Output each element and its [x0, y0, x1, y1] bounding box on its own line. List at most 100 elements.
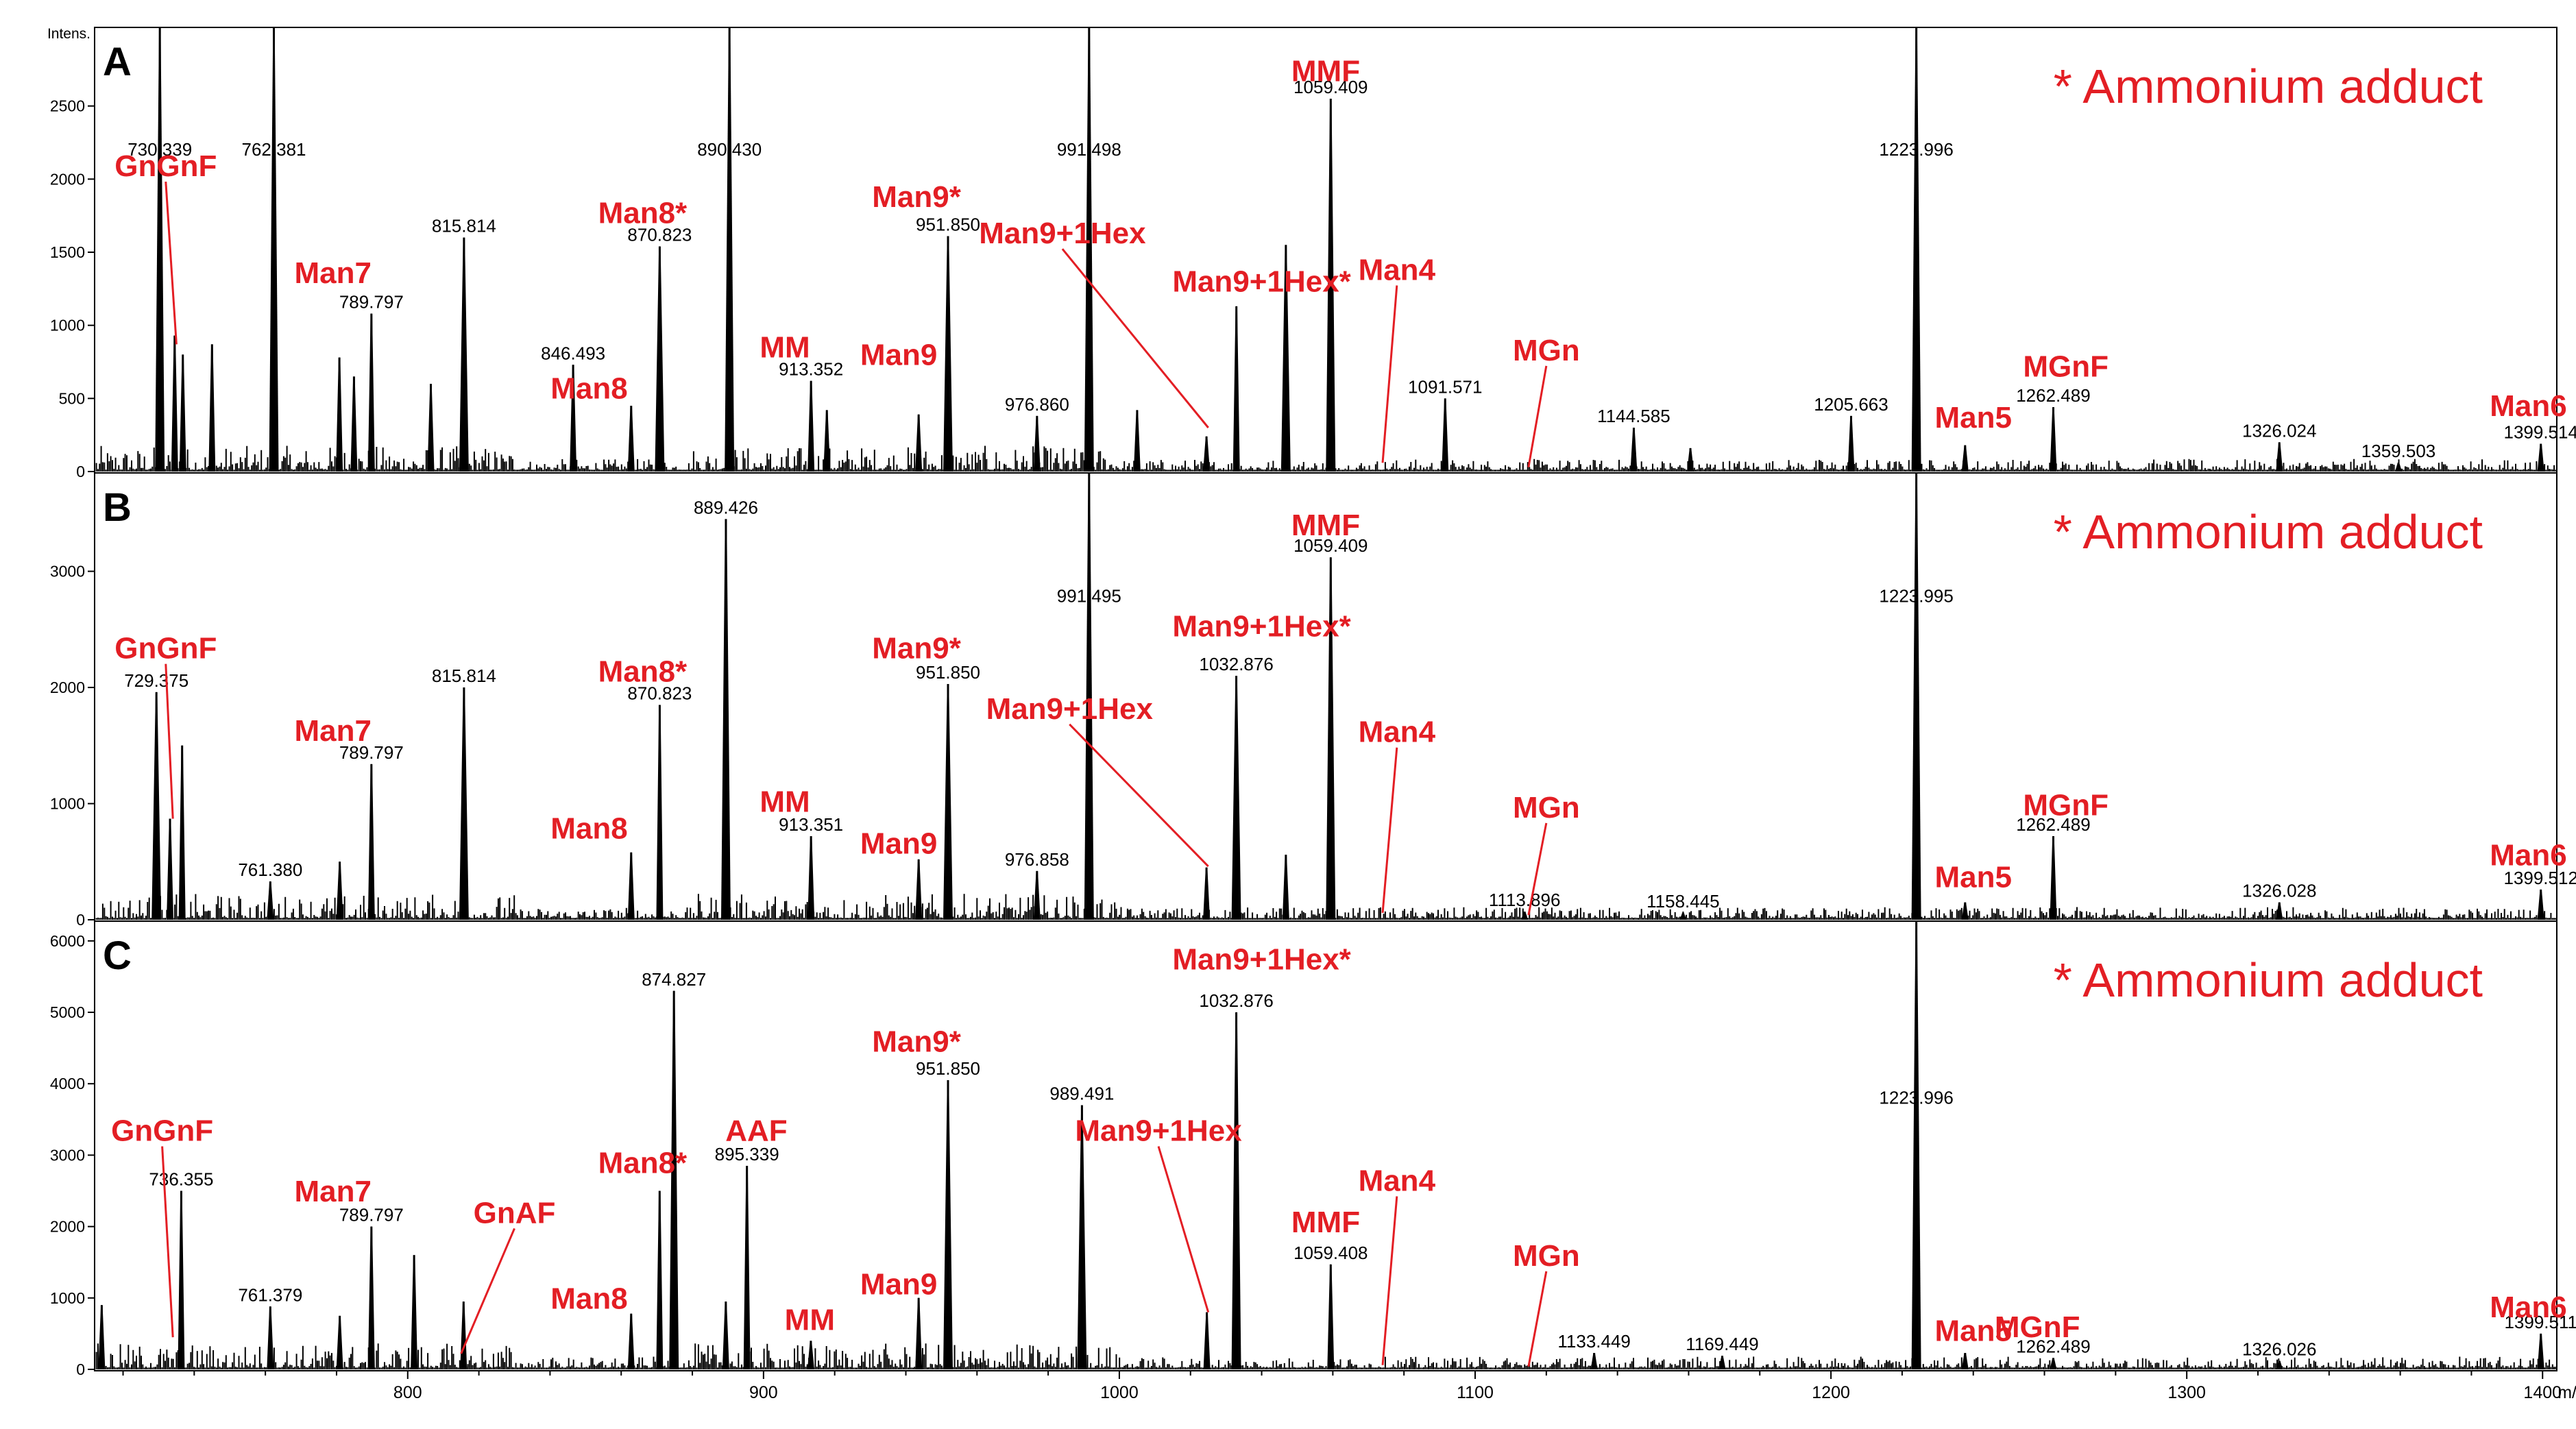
- peak-label: 815.814: [432, 216, 496, 236]
- peak-label: 989.491: [1049, 1083, 1114, 1103]
- y-tick-label: 0: [76, 911, 85, 929]
- peak-label: 991.495: [1057, 585, 1121, 606]
- ammonium-adduct-note: * Ammonium adduct: [2054, 953, 2483, 1007]
- y-tick-label: 2000: [50, 679, 85, 696]
- glycan-label: Man9+1Hex*: [1172, 609, 1351, 643]
- glycan-label: GnGnF: [111, 1114, 213, 1148]
- glycan-label: Man9+1Hex: [986, 692, 1154, 726]
- y-tick-label: 6000: [50, 932, 85, 950]
- x-tick-label: 1300: [2167, 1383, 2206, 1402]
- x-tick-label: 900: [749, 1383, 778, 1402]
- glycan-label: Man7: [295, 714, 372, 748]
- glycan-pointer: [1527, 822, 1548, 916]
- glycan-label: Man5: [1934, 401, 2011, 435]
- glycan-label: Man9: [860, 338, 937, 371]
- glycan-label: MMF: [1291, 509, 1360, 542]
- peak-label: 1399.511: [2504, 1312, 2576, 1332]
- y-tick-label: 3000: [50, 1146, 85, 1164]
- peak-label: 1091.571: [1408, 376, 1482, 397]
- peak-label: 761.379: [238, 1284, 302, 1305]
- glycan-pointer: [1381, 747, 1398, 913]
- x-axis: m/z 800 900 1000 1100 1200 1300 1400: [122, 1371, 2576, 1402]
- peak-label: 874.827: [642, 969, 706, 990]
- peak-label: 1326.024: [2242, 420, 2316, 441]
- panel-letter: A: [103, 40, 132, 84]
- y-tick-label: 2000: [50, 1218, 85, 1236]
- y-axis-label: Intens.: [47, 26, 90, 42]
- peak-label: 1326.028: [2242, 881, 2316, 901]
- x-tick-label: 1200: [1812, 1383, 1850, 1402]
- glycan-label: MGn: [1513, 791, 1580, 825]
- glycan-label: Man6: [2490, 389, 2566, 423]
- glycan-label: GnGnF: [114, 632, 217, 665]
- y-tick-label: 2000: [50, 170, 85, 188]
- y-tick-label: 0: [76, 463, 85, 480]
- peak-label: 1144.585: [1597, 406, 1670, 426]
- y-tick-label: 500: [59, 389, 85, 407]
- peak-label: 1326.026: [2242, 1339, 2316, 1359]
- glycan-pointer: [1527, 365, 1548, 467]
- glycan-label: Man8: [550, 1282, 627, 1315]
- y-tick-label: 5000: [50, 1003, 85, 1021]
- glycan-label: Man4: [1359, 254, 1436, 287]
- y-tick-label: 3000: [50, 563, 85, 581]
- peak-label: 762.381: [242, 139, 306, 160]
- glycan-pointer: [1527, 1271, 1548, 1367]
- y-tick-label: 1000: [50, 795, 85, 813]
- plot-frame: [94, 27, 2557, 1371]
- glycan-label: AAF: [725, 1114, 787, 1148]
- peak-label: 1262.489: [2016, 814, 2090, 835]
- ammonium-adduct-note: * Ammonium adduct: [2054, 60, 2483, 113]
- peak-label: 951.850: [916, 662, 980, 683]
- panels-layer: 0 500 1000 1500 2000 2500 Intens. A * Ammonium a…: [47, 26, 2576, 1378]
- spectrum-panel-A: 0 500 1000 1500 2000 2500 Intens. A * Ammonium a…: [47, 26, 2576, 480]
- glycan-pointer: [1069, 723, 1209, 868]
- glycan-label: Man6: [2490, 838, 2566, 872]
- glycan-label: Man9*: [872, 180, 961, 214]
- peak-label: 1223.996: [1879, 1087, 1953, 1108]
- glycan-label: MGnF: [2023, 788, 2109, 822]
- peak-label: 1262.489: [2016, 385, 2090, 406]
- peak-label: 976.860: [1005, 394, 1069, 415]
- glycan-label: MGnF: [2023, 350, 2109, 383]
- y-tick-label: 1000: [50, 1289, 85, 1307]
- glycan-label: Man7: [295, 256, 372, 290]
- peak-label: 729.375: [124, 670, 189, 691]
- glycan-label: Man9+1Hex*: [1172, 943, 1351, 977]
- peak-label: 895.339: [715, 1144, 779, 1164]
- x-tick-label: 800: [393, 1383, 422, 1402]
- peak-label: 1133.449: [1557, 1331, 1631, 1352]
- glycan-label: MM: [760, 785, 810, 818]
- peak-label: 789.797: [339, 1205, 404, 1225]
- glycan-label: Man5: [1934, 1314, 2011, 1347]
- x-tick-label: 1100: [1457, 1383, 1494, 1402]
- glycan-label: MM: [760, 331, 810, 365]
- y-tick-label: 1000: [50, 317, 85, 334]
- peak-label: 1223.995: [1879, 585, 1953, 606]
- peak-label: 890.430: [697, 139, 762, 160]
- peak-label: 1032.876: [1199, 990, 1273, 1011]
- panel-letter: C: [103, 933, 132, 978]
- glycan-label: Man8*: [598, 196, 688, 230]
- glycan-pointer: [1061, 248, 1209, 428]
- glycan-label: Man5: [1934, 861, 2011, 894]
- glycan-pointer: [161, 1146, 174, 1338]
- glycan-pointer: [1157, 1146, 1210, 1313]
- x-tick-label: 1000: [1100, 1383, 1139, 1402]
- glycan-label: GnGnF: [114, 149, 217, 183]
- glycan-label: Man8*: [598, 655, 688, 689]
- glycan-label: MGnF: [1995, 1310, 2080, 1344]
- glycan-label: Man9: [860, 827, 937, 860]
- glycan-pointer: [1381, 285, 1398, 463]
- peak-label: 1223.996: [1879, 139, 1953, 160]
- peak-label: 1113.896: [1489, 890, 1561, 910]
- glycan-label: Man8: [550, 371, 627, 405]
- peak-label: 991.498: [1057, 139, 1121, 160]
- glycan-label: Man4: [1359, 716, 1436, 749]
- peak-label: 951.850: [916, 215, 980, 235]
- peak-label: 736.355: [149, 1169, 213, 1190]
- peak-label: 1158.445: [1647, 891, 1720, 912]
- ammonium-adduct-note: * Ammonium adduct: [2054, 505, 2483, 559]
- glycan-label: MMF: [1291, 54, 1360, 88]
